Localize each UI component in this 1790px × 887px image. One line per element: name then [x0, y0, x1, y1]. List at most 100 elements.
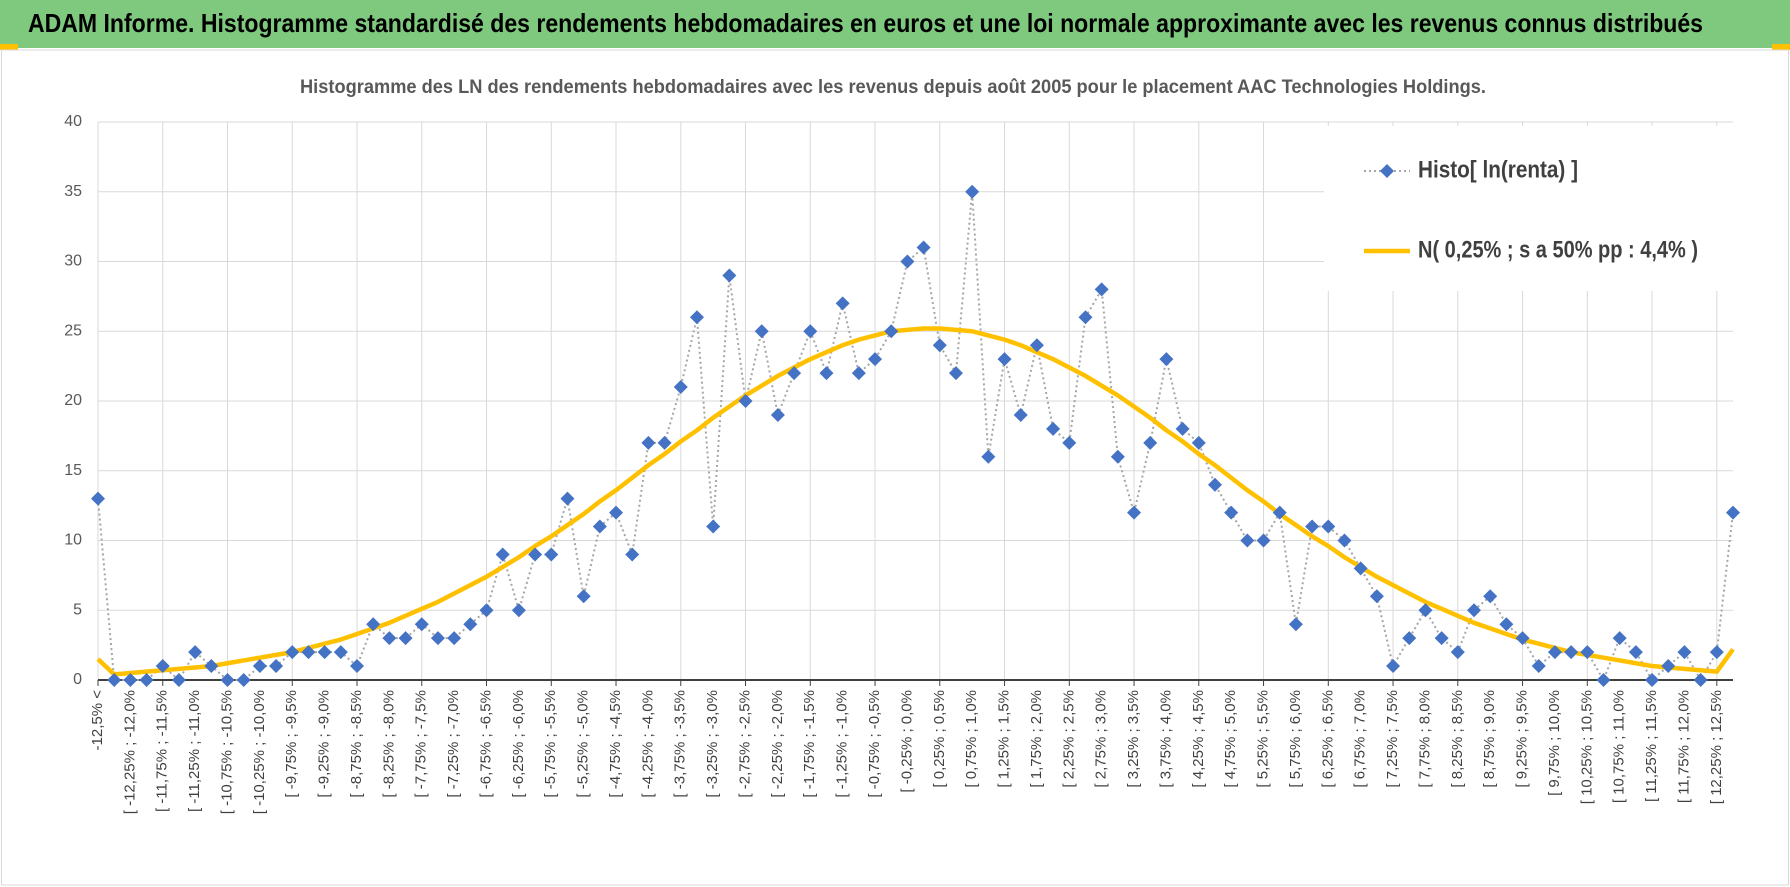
x-tick-label: [ -11,75% ; -11,5%: [154, 690, 171, 812]
data-point: [301, 645, 316, 660]
data-point: [171, 673, 186, 687]
data-point: [495, 547, 510, 562]
y-tick-label: 30: [64, 253, 82, 270]
x-tick-label: [ -9,75% ; -9,5%: [283, 690, 300, 798]
data-point: [1256, 533, 1271, 548]
data-point: [188, 645, 203, 660]
data-point: [592, 519, 607, 534]
x-tick-label: [ 0,25% ; 0,5%: [931, 690, 948, 788]
data-point: [1515, 631, 1530, 646]
page-title: ADAM Informe. Histogramme standardisé de…: [28, 8, 1703, 38]
data-point: [1127, 505, 1142, 520]
x-tick-label: [ -4,25% ; -4,0%: [639, 690, 656, 798]
x-tick-label: [ 2,25% ; 2,5%: [1060, 690, 1077, 788]
data-point: [787, 366, 802, 381]
y-tick-label: 5: [73, 601, 82, 618]
data-point: [333, 645, 348, 660]
x-tick-label: [ 7,75% ; 8,0%: [1416, 690, 1433, 788]
data-point: [1499, 617, 1514, 632]
data-point: [1078, 310, 1093, 325]
x-tick-label: [ -7,25% ; -7,0%: [445, 690, 462, 798]
x-tick-label: [ -4,75% ; -4,5%: [607, 690, 624, 798]
data-point: [900, 254, 915, 269]
data-point: [1466, 603, 1481, 618]
data-point: [1402, 631, 1417, 646]
data-point: [1013, 407, 1028, 422]
x-tick-label: [ -12,25% ; -12,0%: [121, 690, 138, 814]
data-point: [236, 673, 251, 687]
data-point: [269, 659, 284, 674]
data-point: [1386, 659, 1401, 674]
data-point: [641, 435, 656, 450]
y-tick-label: 40: [64, 113, 82, 130]
x-tick-label: [ 9,25% ; 9,5%: [1514, 690, 1531, 788]
data-point: [673, 380, 688, 395]
x-tick-label: [ 3,25% ; 3,5%: [1125, 690, 1142, 788]
x-tick-label: [ 4,75% ; 5,0%: [1222, 690, 1239, 788]
data-point: [625, 547, 640, 562]
x-tick-label: [ 0,75% ; 1,0%: [963, 690, 980, 788]
y-tick-label: 15: [64, 462, 82, 479]
data-point: [576, 589, 591, 604]
data-point: [1531, 659, 1546, 674]
x-tick-label: [ 10,25% ; 10,5%: [1578, 690, 1595, 804]
data-point: [204, 659, 219, 674]
data-point: [1272, 505, 1287, 520]
x-tick-label: [ 9,75% ; 10,0%: [1546, 690, 1563, 796]
data-point: [1434, 631, 1449, 646]
data-point: [1726, 505, 1740, 520]
data-point: [819, 366, 834, 381]
data-point: [1709, 645, 1724, 660]
data-point: [479, 603, 494, 618]
y-tick-label: 20: [64, 392, 82, 409]
data-point: [1369, 589, 1384, 604]
data-point: [657, 435, 672, 450]
x-tick-label: [ 3,75% ; 4,0%: [1157, 690, 1174, 788]
data-point: [107, 673, 122, 687]
x-tick-label: [ 5,25% ; 5,5%: [1255, 690, 1272, 788]
data-point: [123, 673, 138, 687]
data-point: [1143, 435, 1158, 450]
data-point: [1159, 352, 1174, 367]
data-point: [965, 184, 980, 199]
x-tick-label: [ 7,25% ; 7,5%: [1384, 690, 1401, 788]
x-tick-label: [ 6,75% ; 7,0%: [1352, 690, 1369, 788]
data-point: [835, 296, 850, 311]
data-point: [463, 617, 478, 632]
x-tick-label: [ -3,25% ; -3,0%: [704, 690, 721, 798]
data-point: [738, 394, 753, 408]
x-tick-label: [ -5,75% ; -5,5%: [542, 690, 559, 798]
y-tick-label: 35: [64, 183, 82, 200]
x-tick-label: [ -8,25% ; -8,0%: [380, 690, 397, 798]
x-tick-label: [ 2,75% ; 3,0%: [1093, 690, 1110, 788]
data-point: [382, 631, 397, 646]
y-tick-label: 0: [73, 671, 82, 688]
data-point: [770, 407, 785, 422]
data-point: [1175, 421, 1190, 436]
legend-box: [1324, 126, 1734, 291]
data-point: [1450, 645, 1465, 660]
data-point: [285, 645, 300, 660]
data-point: [398, 631, 413, 646]
x-tick-label: [ -6,75% ; -6,5%: [477, 690, 494, 798]
legend-marker: [1380, 164, 1394, 178]
data-point: [932, 338, 947, 353]
x-tick-label: [ 5,75% ; 6,0%: [1287, 690, 1304, 788]
x-tick-label: [ 11,75% ; 12,0%: [1675, 690, 1692, 803]
data-point: [1677, 645, 1692, 660]
data-point: [1483, 589, 1498, 604]
x-tick-label: [ 8,75% ; 9,0%: [1481, 690, 1498, 788]
x-tick-label: [ -9,25% ; -9,0%: [316, 690, 333, 798]
data-point: [252, 659, 267, 674]
corner-mark: [0, 44, 18, 50]
header-bar: [0, 0, 1790, 48]
data-point: [511, 603, 526, 618]
data-point: [1046, 421, 1061, 436]
data-point: [803, 324, 818, 339]
chart-frame: [1, 49, 1789, 886]
x-tick-label: [ 4,25% ; 4,5%: [1190, 690, 1207, 788]
x-tick-label: [ -0,25% ; 0,0%: [898, 690, 915, 793]
data-point: [1207, 477, 1222, 492]
x-tick-label: [ -7,75% ; -7,5%: [413, 690, 430, 798]
